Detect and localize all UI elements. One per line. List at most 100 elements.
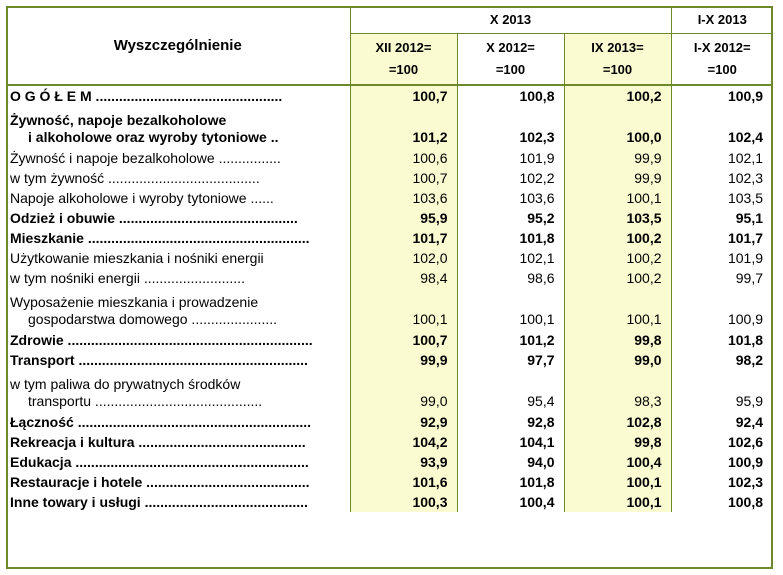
row-label: Rekreacja i kultura ....................… <box>6 432 351 452</box>
cell-value: 102,1 <box>727 149 764 166</box>
cell-value: 101,9 <box>457 148 565 168</box>
row-label: Użytkowanie mieszkania i nośniki energii <box>6 248 351 268</box>
cell-value: 101,7 <box>350 228 458 248</box>
row-label: Edukacja ...............................… <box>6 452 351 472</box>
row-label: w tym żywność ..........................… <box>6 168 351 188</box>
cell-value: 101,2 <box>457 330 565 350</box>
cell-value: 97,7 <box>457 350 565 370</box>
cell-value: 99,0 <box>564 350 672 370</box>
cell-value: 100,4 <box>564 452 672 472</box>
cell-value: 92,8 <box>457 412 565 432</box>
cell-value: 102,6 <box>727 433 764 450</box>
cell-value: 102,3 <box>457 106 565 148</box>
cell-value: 101,6 <box>350 472 458 492</box>
row-label: Restauracje i hotele ...................… <box>6 472 351 492</box>
table-row: Zdrowie ................................… <box>6 330 773 350</box>
cell-value: 98,3 <box>564 370 672 412</box>
cell-value: 102,8 <box>564 412 672 432</box>
table-row: Napoje alkoholowe i wyroby tytoniowe ...… <box>6 188 773 208</box>
cell-value: 95,2 <box>457 208 565 228</box>
cell-value: 101,2 <box>350 106 458 148</box>
cell-value: 104,2 <box>350 432 458 452</box>
column-header-title: Wyszczególnienie <box>6 6 351 86</box>
row-label: Żywność, napoje bezalkoholowe i alkoholow… <box>6 106 351 148</box>
column-header-x2012: X 2012= =100 <box>457 33 565 86</box>
table-row: w tym nośniki energii ..................… <box>6 268 773 288</box>
table-row: w tym paliwa do prywatnych środków transp… <box>6 370 773 412</box>
row-label: Zdrowie ................................… <box>6 330 351 350</box>
row-label: Mieszkanie .............................… <box>6 228 351 248</box>
cell-value: 100,6 <box>350 148 458 168</box>
cell-value: 99,7 <box>735 269 764 286</box>
row-label: Wyposażenie mieszkania i prowadzenie gosp… <box>6 288 351 330</box>
cell-value: 103,5 <box>564 208 672 228</box>
price-index-table: Wyszczególnienie X 2013 I-X 2013 XII 201… <box>6 6 774 512</box>
cell-value: 95,1 <box>735 209 764 226</box>
cell-value: 92,4 <box>735 413 764 430</box>
cell-value: 98,2 <box>735 351 764 368</box>
row-label: Inne towary i usługi ...................… <box>6 492 351 512</box>
cell-value: 99,8 <box>564 432 672 452</box>
column-header-ix2013: IX 2013= =100 <box>564 33 672 86</box>
table-row: w tym żywność ..........................… <box>6 168 773 188</box>
cell-value: 100,7 <box>350 330 458 350</box>
cell-value: 101,8 <box>457 472 565 492</box>
row-label: Napoje alkoholowe i wyroby tytoniowe ...… <box>6 188 351 208</box>
table-row: Mieszkanie .............................… <box>6 228 773 248</box>
cell-value: 100,7 <box>350 168 458 188</box>
column-header-i-x2012: I-X 2012= =100 <box>671 33 774 86</box>
cell-value: 102,2 <box>457 168 565 188</box>
cell-value: 100,1 <box>564 492 672 512</box>
cell-value: 99,9 <box>350 350 458 370</box>
cell-value: 98,6 <box>457 268 565 288</box>
cell-value: 102,3 <box>727 473 764 490</box>
cell-value: 100,8 <box>457 85 565 106</box>
table-row: Transport ..............................… <box>6 350 773 370</box>
cell-value: 94,0 <box>457 452 565 472</box>
cell-value: 103,6 <box>350 188 458 208</box>
cell-value: 100,1 <box>457 288 565 330</box>
cell-value: 99,9 <box>564 168 672 188</box>
row-label: w tym nośniki energii ..................… <box>6 268 351 288</box>
cell-value: 100,2 <box>564 228 672 248</box>
cell-value: 102,3 <box>727 169 764 186</box>
cell-value: 100,1 <box>350 288 458 330</box>
cell-value: 99,9 <box>564 148 672 168</box>
cell-value: 95,9 <box>350 208 458 228</box>
row-label: Odzież i obuwie ........................… <box>6 208 351 228</box>
cell-value: 103,6 <box>457 188 565 208</box>
cell-value: 102,4 <box>727 129 764 145</box>
table-row: Rekreacja i kultura ....................… <box>6 432 773 452</box>
table-row: Żywność, napoje bezalkoholowe i alkoholow… <box>6 106 773 148</box>
cell-value: 100,1 <box>564 188 672 208</box>
table-row: Wyposażenie mieszkania i prowadzenie gosp… <box>6 288 773 330</box>
cell-value: 100,2 <box>564 248 672 268</box>
cell-value: 100,9 <box>727 453 764 470</box>
table-row: Edukacja ...............................… <box>6 452 773 472</box>
column-group-header-i-x2013: I-X 2013 <box>670 6 774 34</box>
cell-value: 99,0 <box>350 370 458 412</box>
cell-value: 100,1 <box>564 288 672 330</box>
cell-value: 101,8 <box>727 331 764 348</box>
table-row: Inne towary i usługi ...................… <box>6 492 773 512</box>
cell-value: 104,1 <box>457 432 565 452</box>
cell-value: 102,1 <box>457 248 565 268</box>
cell-value: 95,4 <box>457 370 565 412</box>
cell-value: 95,9 <box>735 393 764 409</box>
table-row: Restauracje i hotele ...................… <box>6 472 773 492</box>
cell-value: 100,2 <box>564 268 672 288</box>
table-row: O G Ó Ł E M ............................… <box>6 85 773 106</box>
table-row: Łączność ...............................… <box>6 412 773 432</box>
table-row: Żywność i napoje bezalkoholowe .........… <box>6 148 773 168</box>
row-label: Transport ..............................… <box>6 350 351 370</box>
row-label: w tym paliwa do prywatnych środków transp… <box>6 370 351 412</box>
cell-value: 101,9 <box>727 249 764 266</box>
cell-value: 100,9 <box>727 87 764 104</box>
cell-value: 103,5 <box>727 189 764 206</box>
cell-value: 100,4 <box>457 492 565 512</box>
cell-value: 100,1 <box>564 472 672 492</box>
column-group-header-x2013: X 2013 <box>350 6 672 34</box>
cell-value: 100,7 <box>350 85 458 106</box>
cell-value: 101,7 <box>727 229 764 246</box>
cell-value: 100,2 <box>564 85 672 106</box>
